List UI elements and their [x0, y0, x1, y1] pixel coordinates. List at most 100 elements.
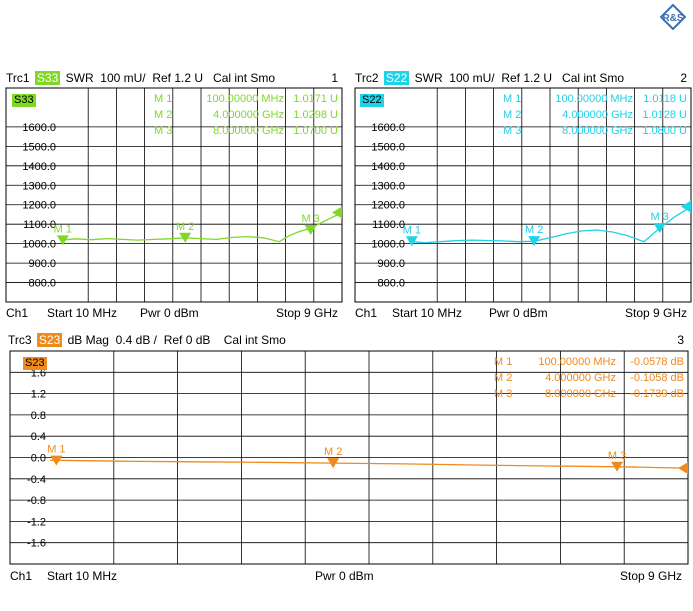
marker-triangle	[653, 223, 666, 234]
marker-readout-label: M 2	[154, 109, 172, 121]
trace3-index: 3	[677, 333, 684, 347]
trace1-cal: Cal int Smo	[213, 71, 276, 85]
marker-readout-x: 4.000000 GHz	[545, 372, 616, 384]
marker-readout-label: M 1	[154, 93, 172, 105]
trace3-header: Trc3 S23 dB Mag 0.4 dB / Ref 0 dB Cal in…	[8, 333, 688, 347]
trace1-ref[interactable]: Ref 1.2 U	[152, 71, 204, 85]
trace2-name[interactable]: Trc2	[355, 71, 379, 85]
trace3-scale[interactable]: 0.4 dB /	[115, 333, 158, 347]
trace1-header: Trc1 S33 SWR 100 mU/ Ref 1.2 U Cal int S…	[6, 71, 342, 85]
y-tick-label: 800.0	[28, 278, 56, 290]
trace-line	[59, 211, 343, 243]
trace3-ref[interactable]: Ref 0 dB	[163, 333, 211, 347]
marker-triangle	[405, 236, 418, 247]
marker-triangle	[179, 232, 192, 243]
marker-readout-x: 8.000000 GHz	[213, 125, 284, 137]
y-tick-label: 1100.0	[372, 219, 405, 231]
y-tick-label: -1.6	[27, 538, 46, 550]
trace1-scale[interactable]: 100 mU/	[100, 71, 146, 85]
trace-end-arrow	[678, 462, 688, 475]
marker-label: M 1	[403, 224, 421, 236]
y-tick-label: 1400.0	[371, 161, 405, 173]
marker-label: M 1	[54, 223, 72, 235]
trace1-index: 1	[331, 71, 338, 85]
marker-label: M 1	[47, 444, 65, 456]
marker-readout-y: 1.0128 U	[642, 109, 687, 121]
footer1-channel: Ch1	[6, 306, 29, 320]
marker-readout-label: M 1	[503, 93, 521, 105]
trace2-ref[interactable]: Ref 1.2 U	[501, 71, 553, 85]
trace-line	[49, 459, 689, 469]
marker-triangle	[611, 461, 624, 472]
y-tick-label: 800.0	[377, 278, 405, 290]
marker-readout-label: M 3	[494, 388, 512, 400]
marker-readout-y: 1.0118 U	[643, 93, 687, 105]
footer3-power[interactable]: Pwr 0 dBm	[315, 569, 374, 583]
trace-end-arrow	[681, 200, 691, 213]
trace2-tag[interactable]: S22	[360, 94, 384, 107]
y-tick-label: 1400.0	[22, 161, 56, 173]
y-tick-label: 1500.0	[371, 141, 405, 153]
chart-frame	[354, 87, 692, 303]
marker-readout-x: 100.00000 MHz	[206, 93, 284, 105]
trace2-index: 2	[680, 71, 687, 85]
y-tick-label: 1000.0	[22, 239, 56, 251]
trace2-param-badge[interactable]: S22	[383, 71, 410, 85]
footer1-stop[interactable]: Stop 9 GHz	[276, 306, 339, 320]
rs-logo: R&S	[660, 4, 686, 30]
footer3-start[interactable]: Start 10 MHz	[47, 569, 118, 583]
y-tick-label: 1600.0	[22, 122, 56, 134]
y-tick-label: 900.0	[377, 258, 405, 270]
trace1-tag[interactable]: S33	[12, 94, 36, 107]
trace1-param-badge[interactable]: S33	[34, 71, 61, 85]
marker-readout-x: 100.00000 MHz	[538, 356, 616, 368]
y-tick-label: 1.2	[31, 389, 46, 401]
marker-readout-x: 100.00000 MHz	[555, 93, 633, 105]
trace-line	[408, 206, 692, 244]
trace3-name[interactable]: Trc3	[8, 333, 32, 347]
footer3-stop[interactable]: Stop 9 GHz	[620, 569, 683, 583]
y-tick-label: 900.0	[28, 258, 56, 270]
marker-readout-label: M 1	[494, 356, 512, 368]
trace3-format[interactable]: dB Mag	[67, 333, 109, 347]
y-tick-label: 1000.0	[371, 239, 405, 251]
marker-readout-x: 8.000000 GHz	[545, 388, 616, 400]
trace3-param-badge[interactable]: S23	[36, 333, 63, 347]
trace3-tag[interactable]: S23	[23, 357, 47, 370]
footer1-power[interactable]: Pwr 0 dBm	[140, 306, 199, 320]
y-tick-label: 1100.0	[23, 219, 56, 231]
y-tick-label: 1600.0	[371, 122, 405, 134]
marker-readout-y: -0.1058 dB	[630, 372, 684, 384]
marker-readout-x: 8.000000 GHz	[562, 125, 633, 137]
y-tick-label: -0.4	[27, 474, 46, 486]
marker-label: M 2	[176, 221, 194, 233]
marker-readout-label: M 2	[494, 372, 512, 384]
trace1-name[interactable]: Trc1	[6, 71, 30, 85]
trace2-cal: Cal int Smo	[562, 71, 625, 85]
trace2-format[interactable]: SWR	[414, 71, 443, 85]
footer2-channel: Ch1	[355, 306, 378, 320]
y-tick-label: 0.4	[31, 431, 46, 443]
marker-readout-y: 1.0298 U	[293, 109, 338, 121]
marker-triangle	[528, 236, 541, 247]
footer3-channel: Ch1	[10, 569, 33, 583]
y-tick-label: 1500.0	[22, 141, 56, 153]
marker-label: M 3	[301, 213, 319, 225]
logo-text: R&S	[662, 13, 683, 24]
trace3-cal: Cal int Smo	[223, 333, 286, 347]
marker-readout-y: 1.0171 U	[293, 93, 338, 105]
marker-label: M 3	[650, 211, 668, 223]
footer2-start[interactable]: Start 10 MHz	[392, 306, 463, 320]
marker-label: M 2	[324, 446, 342, 458]
marker-readout-y: 1.0700 U	[293, 125, 338, 137]
marker-readout-label: M 2	[503, 109, 521, 121]
trace2-scale[interactable]: 100 mU/	[449, 71, 495, 85]
trace1-format[interactable]: SWR	[65, 71, 94, 85]
marker-triangle	[327, 458, 340, 469]
footer2-power[interactable]: Pwr 0 dBm	[489, 306, 548, 320]
footer1-start[interactable]: Start 10 MHz	[47, 306, 118, 320]
footer2-stop[interactable]: Stop 9 GHz	[625, 306, 688, 320]
